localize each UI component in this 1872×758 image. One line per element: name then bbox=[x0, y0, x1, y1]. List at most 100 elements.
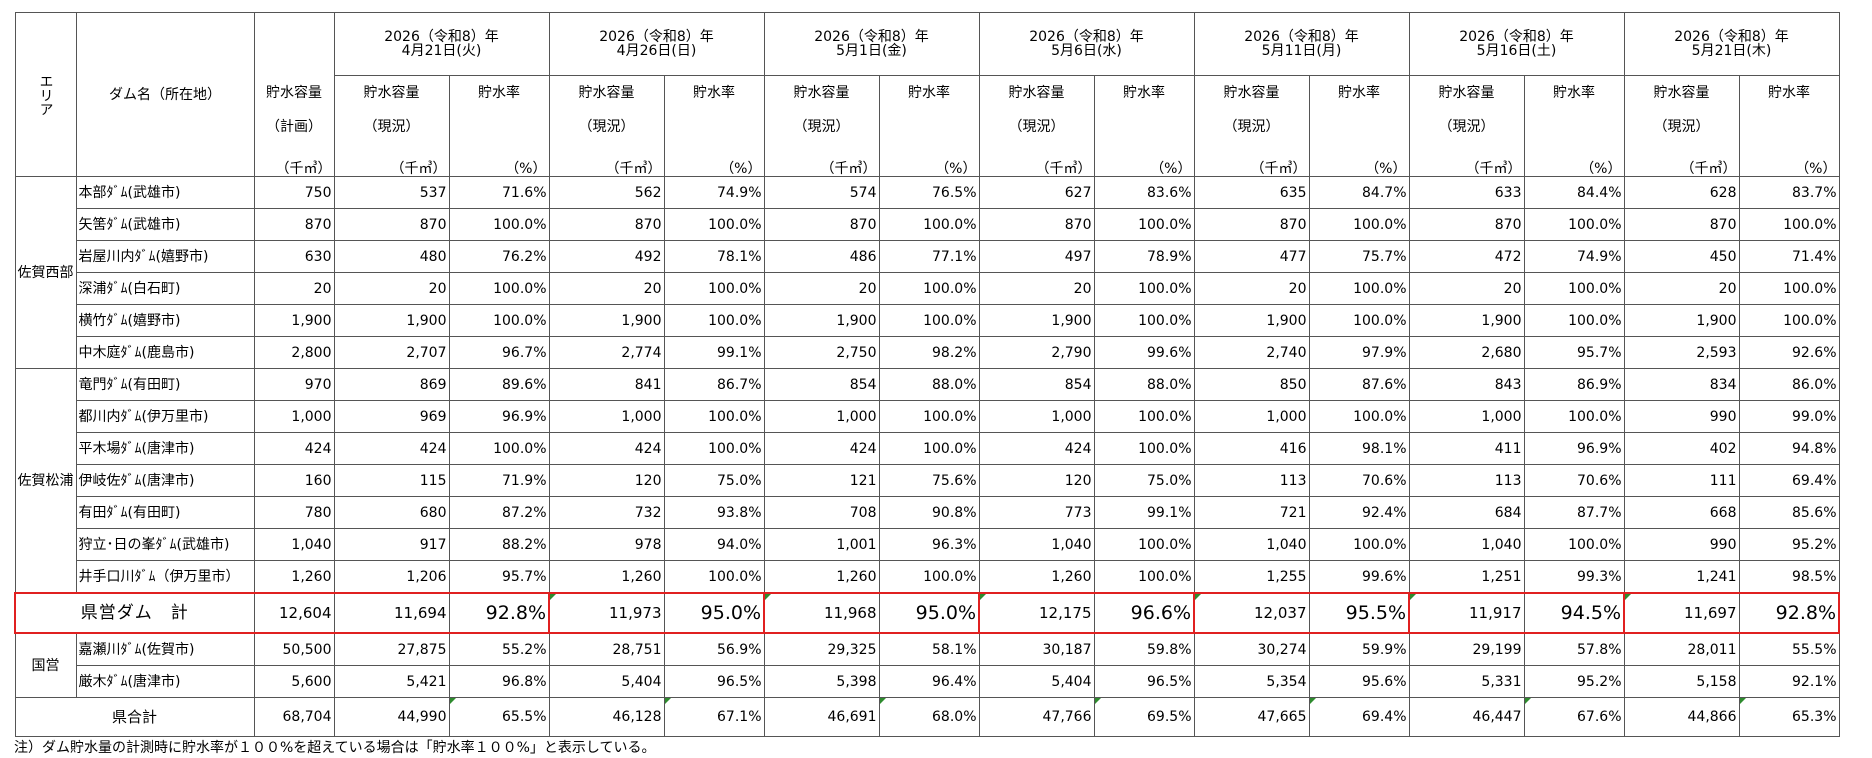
header-date-year: 2026（令和8）年 bbox=[599, 29, 714, 45]
plan-capacity: 424 bbox=[253, 432, 335, 465]
table-row: 都川内ﾀﾞﾑ(伊万里市) 1,000 969 96.9% 1,000 100.0% 1,00… bbox=[15, 400, 1840, 433]
grand-total-rate: 67.1% bbox=[663, 697, 765, 737]
storage-rate: 95.7% bbox=[1523, 336, 1625, 369]
storage-rate: 76.5% bbox=[878, 176, 980, 209]
current-capacity: 1,900 bbox=[763, 304, 880, 337]
storage-rate: 94.8% bbox=[1738, 432, 1840, 465]
storage-rate: 100.0% bbox=[448, 432, 550, 465]
current-capacity: 1,260 bbox=[763, 560, 880, 594]
storage-rate: 96.9% bbox=[1523, 432, 1625, 465]
header-plan-cap-2: （計画） bbox=[253, 110, 335, 144]
plan-capacity: 1,040 bbox=[253, 528, 335, 561]
current-capacity: 870 bbox=[1623, 208, 1740, 241]
header-date-year: 2026（令和8）年 bbox=[384, 29, 499, 45]
current-capacity: 843 bbox=[1408, 368, 1525, 401]
table-row: 狩立･日の峯ﾀﾞﾑ(武雄市) 1,040 917 88.2% 978 94.0% 1,001… bbox=[15, 528, 1840, 561]
current-capacity: 834 bbox=[1623, 368, 1740, 401]
header-rate-unit: （%） bbox=[1738, 144, 1840, 177]
storage-rate: 75.0% bbox=[1093, 464, 1195, 497]
current-capacity: 424 bbox=[978, 432, 1095, 465]
current-capacity: 627 bbox=[978, 176, 1095, 209]
pref-total-rate: 95.0% bbox=[663, 592, 765, 634]
table-row: 佐賀松浦 竜門ﾀﾞﾑ(有田町) 970 869 89.6% 841 86.7% 854 88.0… bbox=[14, 368, 1840, 594]
storage-rate: 74.9% bbox=[1523, 240, 1625, 273]
storage-rate: 71.6% bbox=[448, 176, 550, 209]
current-capacity: 732 bbox=[548, 496, 665, 529]
storage-rate: 98.1% bbox=[1308, 432, 1410, 465]
storage-rate: 76.2% bbox=[448, 240, 550, 273]
header-date-day: 5月6日(水) bbox=[1051, 43, 1122, 59]
plan-capacity: 20 bbox=[253, 272, 335, 305]
storage-rate: 84.7% bbox=[1308, 176, 1410, 209]
storage-rate: 96.5% bbox=[663, 665, 765, 698]
current-capacity: 5,421 bbox=[333, 665, 450, 698]
dam-name: 中木庭ﾀﾞﾑ(鹿島市) bbox=[75, 336, 255, 369]
current-capacity: 1,206 bbox=[333, 560, 450, 594]
current-capacity: 1,260 bbox=[978, 560, 1095, 594]
current-capacity: 2,790 bbox=[978, 336, 1095, 369]
current-capacity: 1,900 bbox=[1623, 304, 1740, 337]
current-capacity: 424 bbox=[763, 432, 880, 465]
header-cur-cap-2: （現況） bbox=[333, 110, 450, 144]
current-capacity: 411 bbox=[1408, 432, 1525, 465]
pref-total-capacity: 11,694 bbox=[333, 592, 450, 634]
current-capacity: 5,404 bbox=[548, 665, 665, 698]
storage-rate: 92.4% bbox=[1308, 496, 1410, 529]
dam-name: 井手口川ﾀﾞﾑ（伊万里市） bbox=[75, 560, 255, 594]
current-capacity: 721 bbox=[1193, 496, 1310, 529]
storage-rate: 100.0% bbox=[1308, 272, 1410, 305]
storage-rate: 88.2% bbox=[448, 528, 550, 561]
current-capacity: 1,000 bbox=[548, 400, 665, 433]
current-capacity: 870 bbox=[548, 208, 665, 241]
current-capacity: 113 bbox=[1408, 464, 1525, 497]
header-area: エリア bbox=[14, 12, 77, 177]
current-capacity: 1,900 bbox=[548, 304, 665, 337]
area-national: 国営 bbox=[14, 632, 77, 698]
storage-rate: 100.0% bbox=[1093, 304, 1195, 337]
storage-rate: 78.9% bbox=[1093, 240, 1195, 273]
storage-rate: 100.0% bbox=[878, 208, 980, 241]
storage-rate: 100.0% bbox=[1093, 208, 1195, 241]
header-cur-cap-2: （現況） bbox=[978, 110, 1095, 144]
current-capacity: 27,875 bbox=[333, 632, 450, 666]
grand-total-label: 県合計 bbox=[14, 697, 255, 737]
current-capacity: 2,740 bbox=[1193, 336, 1310, 369]
storage-rate: 100.0% bbox=[1523, 272, 1625, 305]
storage-rate: 100.0% bbox=[1308, 304, 1410, 337]
current-capacity: 424 bbox=[548, 432, 665, 465]
pref-total-label: 県営ダム 計 bbox=[14, 592, 255, 634]
dam-name: 矢筈ﾀﾞﾑ(武雄市) bbox=[75, 208, 255, 241]
current-capacity: 1,260 bbox=[548, 560, 665, 594]
storage-rate: 100.0% bbox=[1738, 272, 1840, 305]
dam-name: 岩屋川内ﾀﾞﾑ(嬉野市) bbox=[75, 240, 255, 273]
grand-total-capacity: 46,691 bbox=[763, 697, 880, 737]
storage-rate: 84.4% bbox=[1523, 176, 1625, 209]
header-rate-label: 貯水率 bbox=[1308, 75, 1410, 110]
storage-rate: 85.6% bbox=[1738, 496, 1840, 529]
storage-rate: 100.0% bbox=[663, 304, 765, 337]
storage-rate: 70.6% bbox=[1308, 464, 1410, 497]
current-capacity: 5,398 bbox=[763, 665, 880, 698]
storage-rate: 98.2% bbox=[878, 336, 980, 369]
storage-rate: 100.0% bbox=[1308, 400, 1410, 433]
header-rate-label: 貯水率 bbox=[878, 75, 980, 110]
dam-name: 平木場ﾀﾞﾑ(唐津市) bbox=[75, 432, 255, 465]
pref-total-rate: 92.8% bbox=[1738, 592, 1840, 634]
storage-rate: 55.5% bbox=[1738, 632, 1840, 666]
current-capacity: 1,900 bbox=[978, 304, 1095, 337]
current-capacity: 850 bbox=[1193, 368, 1310, 401]
current-capacity: 668 bbox=[1623, 496, 1740, 529]
dam-name: 都川内ﾀﾞﾑ(伊万里市) bbox=[75, 400, 255, 433]
current-capacity: 20 bbox=[978, 272, 1095, 305]
current-capacity: 20 bbox=[548, 272, 665, 305]
dam-name: 有田ﾀﾞﾑ(有田町) bbox=[75, 496, 255, 529]
pref-total-rate: 95.0% bbox=[878, 592, 980, 634]
storage-rate: 71.4% bbox=[1738, 240, 1840, 273]
grand-total-capacity: 44,866 bbox=[1623, 697, 1740, 737]
header-rate-blank bbox=[663, 110, 765, 144]
storage-rate: 71.9% bbox=[448, 464, 550, 497]
storage-rate: 86.9% bbox=[1523, 368, 1625, 401]
footnote: 注）ダム貯水量の計測時に貯水率が１００%を超えている場合は「貯水率１００%」と表… bbox=[14, 740, 656, 756]
storage-rate: 100.0% bbox=[663, 400, 765, 433]
current-capacity: 2,750 bbox=[763, 336, 880, 369]
